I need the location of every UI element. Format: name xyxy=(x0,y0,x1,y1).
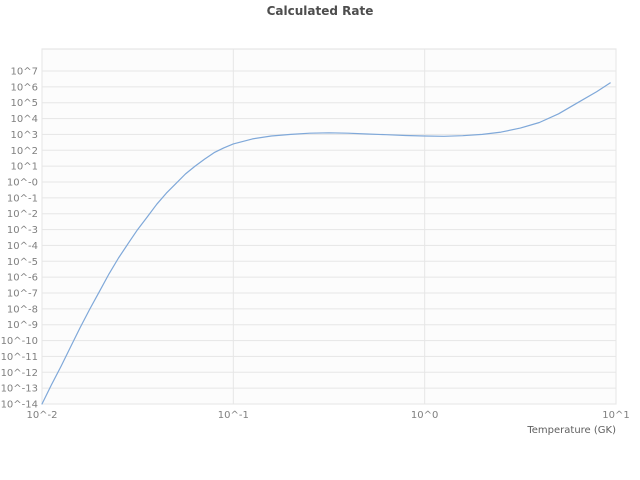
y-tick-label: 10^-2 xyxy=(7,209,38,220)
y-tick-label: 10^7 xyxy=(11,67,38,78)
y-tick-label: 10^2 xyxy=(11,146,38,157)
y-tick-label: 10^-4 xyxy=(7,241,38,252)
y-tick-label: 10^-12 xyxy=(1,368,38,379)
y-tick-label: 10^4 xyxy=(11,114,38,125)
y-tick-label: 10^-11 xyxy=(1,352,38,363)
y-tick-label: 10^-5 xyxy=(7,257,38,268)
y-tick-label: 10^-14 xyxy=(1,400,38,411)
chart-title: Calculated Rate xyxy=(266,4,374,18)
y-tick-label: 10^-8 xyxy=(7,304,38,315)
y-tick-label: 10^5 xyxy=(11,98,38,109)
y-tick-label: 10^1 xyxy=(11,162,38,173)
y-tick-label: 10^3 xyxy=(11,130,38,141)
y-tick-label: 10^6 xyxy=(11,82,38,93)
y-tick-label: 10^-9 xyxy=(7,320,38,331)
x-axis-label: Temperature (GK) xyxy=(527,425,616,436)
y-tick-label: 10^-0 xyxy=(7,178,38,189)
x-tick-label: 10^-2 xyxy=(26,410,57,421)
rate-series-line xyxy=(41,82,611,405)
x-tick-label: 10^-1 xyxy=(218,410,249,421)
x-tick-label: 10^1 xyxy=(602,410,629,421)
y-tick-label: 10^-3 xyxy=(7,225,38,236)
x-tick-label: 10^0 xyxy=(411,410,438,421)
y-tick-label: 10^-13 xyxy=(1,384,38,395)
y-tick-label: 10^-1 xyxy=(7,193,38,204)
y-tick-label: 10^-7 xyxy=(7,289,38,300)
y-tick-label: 10^-10 xyxy=(1,336,38,347)
y-tick-label: 10^-6 xyxy=(7,273,38,284)
